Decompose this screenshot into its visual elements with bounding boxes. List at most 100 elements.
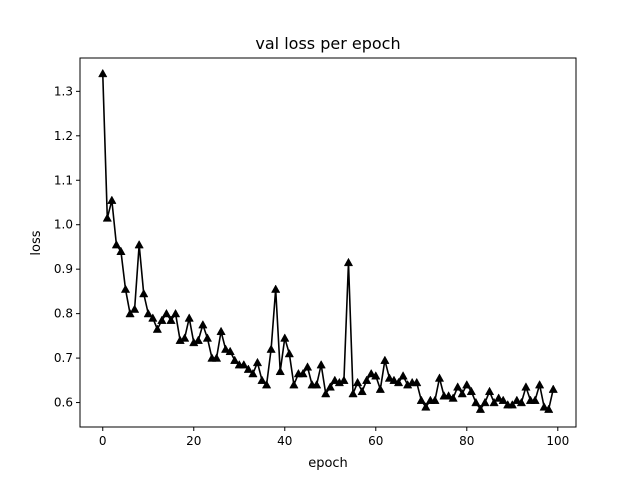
data-point	[289, 380, 299, 389]
data-point	[512, 395, 522, 404]
data-point	[443, 391, 454, 400]
data-point	[211, 353, 222, 362]
data-point	[416, 395, 426, 404]
data-point	[384, 373, 395, 382]
data-point	[321, 388, 331, 398]
chart-title: val loss per epoch	[255, 34, 400, 53]
data-point	[434, 373, 445, 382]
data-point	[366, 368, 376, 378]
data-point	[393, 377, 404, 387]
data-point	[111, 240, 122, 249]
data-point	[330, 375, 340, 384]
data-point	[216, 326, 226, 336]
data-point	[494, 393, 504, 402]
plot-area	[101, 73, 555, 411]
data-point	[302, 362, 313, 371]
data-point	[102, 213, 112, 222]
data-point	[170, 308, 181, 318]
data-point	[457, 388, 467, 398]
data-point	[548, 384, 558, 393]
data-point	[184, 313, 194, 322]
data-point	[243, 364, 253, 373]
x-tick-label: 40	[277, 434, 292, 448]
data-point	[371, 371, 381, 380]
data-point	[521, 382, 531, 391]
data-point	[252, 357, 263, 367]
data-point	[180, 333, 190, 342]
x-axis-label: epoch	[308, 456, 348, 471]
data-point	[261, 380, 272, 389]
data-point	[430, 395, 440, 404]
data-point	[516, 397, 527, 407]
y-tick-label: 0.6	[54, 396, 73, 410]
data-point	[157, 315, 167, 324]
data-point	[339, 375, 349, 384]
data-point	[389, 375, 399, 384]
x-tick-label: 20	[186, 434, 201, 448]
data-point	[498, 395, 508, 404]
data-point	[462, 380, 472, 389]
y-tick-label: 1.1	[54, 173, 73, 187]
data-point	[480, 397, 490, 407]
data-point	[161, 308, 172, 318]
y-axis: 0.6 0.7 0.8 0.9 1.0 1.1 1.2 1.3	[54, 84, 80, 410]
data-point	[266, 344, 276, 353]
plot-frame	[79, 57, 577, 428]
data-point	[348, 388, 358, 398]
data-point	[534, 380, 545, 389]
data-point	[298, 368, 308, 378]
data-point	[193, 335, 203, 344]
y-tick-label: 1.3	[54, 84, 73, 98]
data-point	[152, 324, 162, 333]
data-point	[166, 315, 176, 324]
data-point	[116, 246, 126, 256]
y-tick-label: 1.2	[54, 129, 73, 143]
data-point	[412, 377, 422, 387]
data-point	[120, 284, 131, 293]
data-point	[98, 68, 108, 78]
y-axis-label: loss	[29, 230, 44, 255]
data-point	[280, 333, 290, 342]
data-point	[325, 382, 335, 391]
x-tick-label: 0	[99, 434, 107, 448]
data-point	[448, 393, 458, 402]
data-markers	[98, 68, 558, 413]
data-point	[230, 355, 240, 364]
data-point	[507, 400, 517, 409]
data-point	[248, 368, 258, 378]
data-point	[239, 360, 249, 369]
y-tick-label: 1.0	[54, 218, 73, 232]
data-point	[311, 380, 322, 389]
x-axis: 0 20 40 60 80 100	[99, 427, 569, 448]
data-point	[362, 375, 372, 384]
data-point	[134, 240, 144, 249]
x-tick-label: 100	[546, 434, 569, 448]
data-point	[471, 397, 481, 407]
data-point	[530, 395, 540, 404]
data-point	[484, 386, 495, 396]
data-point	[148, 313, 158, 322]
data-point	[271, 284, 281, 293]
data-point	[453, 382, 463, 391]
data-point	[380, 355, 390, 364]
data-point	[375, 384, 385, 393]
data-point	[125, 308, 135, 318]
data-point	[220, 344, 231, 353]
x-tick-label: 80	[459, 434, 474, 448]
data-point	[316, 360, 326, 369]
data-point	[489, 397, 499, 407]
y-tick-label: 0.7	[54, 351, 73, 365]
data-point	[202, 333, 213, 342]
data-point	[544, 404, 554, 413]
data-point	[357, 386, 367, 396]
data-point	[421, 402, 431, 411]
data-point	[284, 348, 294, 358]
y-tick-label: 0.9	[54, 262, 73, 276]
data-point	[398, 371, 408, 380]
data-point	[539, 402, 549, 411]
data-point	[139, 288, 149, 298]
data-point	[198, 320, 208, 329]
data-point	[225, 346, 235, 356]
y-tick-label: 0.8	[54, 307, 73, 321]
